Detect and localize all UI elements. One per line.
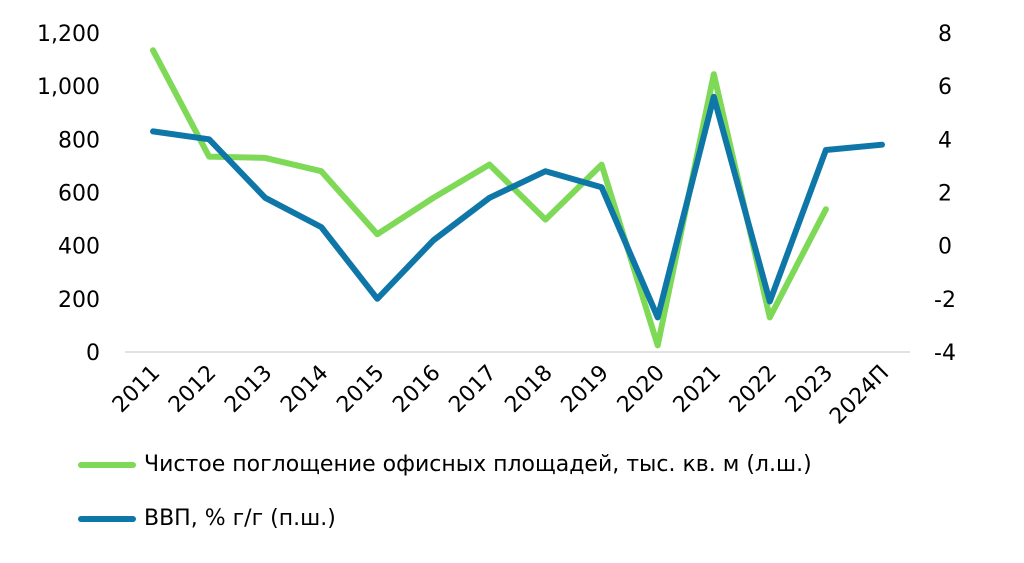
left-axis: 0 200 400 600 800 1,000 1,200 xyxy=(37,22,100,366)
x-axis-tick-label: 2019 xyxy=(557,361,614,418)
right-axis-tick-label: 6 xyxy=(938,75,952,100)
legend-swatch-gdp xyxy=(78,515,136,522)
right-axis-tick-label: 0 xyxy=(938,235,952,260)
right-axis-tick-label: 2 xyxy=(938,182,952,207)
legend-label-office-absorption: Чистое поглощение офисных площадей, тыс.… xyxy=(144,452,812,477)
left-axis-tick-label: 1,200 xyxy=(37,22,100,47)
series-layer xyxy=(150,47,885,349)
left-axis-tick-label: 200 xyxy=(58,288,100,313)
x-axis-tick-label: 2021 xyxy=(669,361,726,418)
x-axis-tick-label: 2017 xyxy=(444,361,501,418)
right-axis: -4 -2 0 2 4 6 8 xyxy=(934,22,956,366)
x-axis-tick-label: 2020 xyxy=(613,361,670,418)
series-line-office-absorption xyxy=(150,47,829,349)
left-axis-tick-label: 800 xyxy=(58,128,100,153)
x-axis-tick-label: 2022 xyxy=(725,361,782,418)
x-axis-tick-label: 2024П xyxy=(825,361,894,430)
legend-item-gdp: ВВП, % г/г (п.ш.) xyxy=(78,506,336,531)
x-axis-tick-label: 2014 xyxy=(276,361,333,418)
x-axis-tick-label: 2013 xyxy=(220,361,277,418)
x-axis-tick-label: 2012 xyxy=(164,361,221,418)
left-axis-tick-label: 1,000 xyxy=(37,75,100,100)
left-axis-tick-label: 600 xyxy=(58,182,100,207)
right-axis-tick-label: -4 xyxy=(934,341,956,366)
left-axis-tick-label: 400 xyxy=(58,235,100,260)
right-axis-tick-label: 8 xyxy=(938,22,952,47)
x-axis: 2011201220132014201520162017201820192020… xyxy=(108,361,894,430)
left-axis-tick-label: 0 xyxy=(86,341,100,366)
x-axis-tick-label: 2015 xyxy=(332,361,389,418)
right-axis-tick-label: 4 xyxy=(938,128,952,153)
series-line-gdp xyxy=(150,93,885,321)
x-axis-tick-label: 2018 xyxy=(501,361,558,418)
legend-item-office-absorption: Чистое поглощение офисных площадей, тыс.… xyxy=(78,452,812,477)
x-axis-tick-label: 2016 xyxy=(388,361,445,418)
legend-label-gdp: ВВП, % г/г (п.ш.) xyxy=(144,506,336,531)
right-axis-tick-label: -2 xyxy=(934,288,956,313)
x-axis-tick-label: 2011 xyxy=(108,361,165,418)
legend-swatch-office-absorption xyxy=(78,461,136,468)
